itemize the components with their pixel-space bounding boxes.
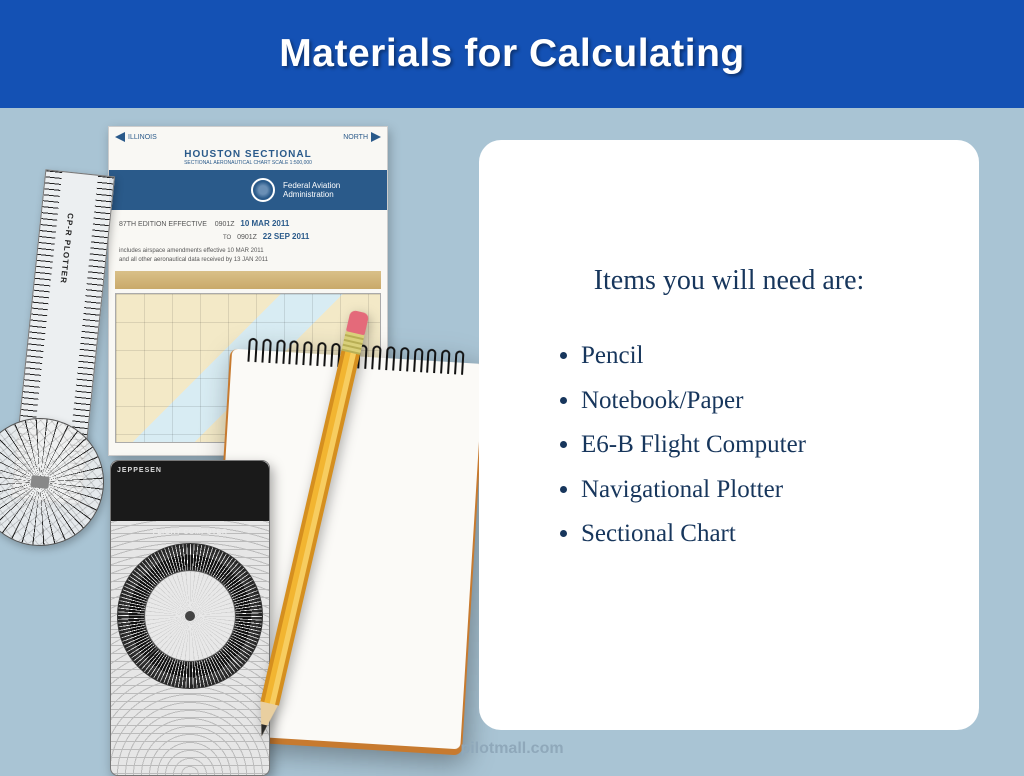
faa-seal-icon	[251, 178, 275, 202]
sectional-title: HOUSTON SECTIONAL	[109, 149, 387, 160]
sectional-note1: includes airspace amendments effective 1…	[119, 248, 264, 254]
plotter-protractor-icon	[0, 412, 110, 553]
sectional-edition-label: 87TH EDITION EFFECTIVE	[119, 221, 207, 228]
sectional-topbar: ILLINOIS NORTH	[109, 127, 387, 147]
list-item: Notebook/Paper	[581, 380, 929, 423]
watermark: pilotmall.com	[460, 740, 563, 758]
e6b-top-panel: JEPPESEN	[111, 461, 269, 521]
list-item: Navigational Plotter	[581, 469, 929, 512]
arrow-right-icon	[371, 132, 381, 142]
sectional-subtitle: SECTIONAL AERONAUTICAL CHART SCALE 1:500…	[109, 160, 387, 166]
page-title: Materials for Calculating	[279, 32, 744, 76]
sectional-agency-band: Federal Aviation Administration	[109, 170, 387, 210]
sectional-from-code: 0901Z	[215, 221, 235, 228]
sectional-info-strip	[115, 271, 381, 289]
sectional-date-from: 10 MAR 2011	[240, 219, 289, 228]
sectional-to-code: 0901Z	[237, 234, 257, 241]
sectional-agency: Federal Aviation Administration	[283, 181, 373, 199]
e6b-dial-label: FLIGHT COMPUTER	[153, 529, 228, 536]
materials-illustration: ILLINOIS NORTH HOUSTON SECTIONAL SECTION…	[40, 126, 470, 766]
sectional-date-to: 22 SEP 2011	[263, 232, 310, 241]
header-bar: Materials for Calculating	[0, 0, 1024, 108]
e6b-computer-icon: JEPPESEN FLIGHT COMPUTER	[110, 460, 270, 776]
plotter-label: CP-R PLOTTER	[59, 213, 75, 285]
sectional-right-label: NORTH	[343, 134, 368, 141]
items-heading: Items you will need are:	[529, 265, 929, 297]
e6b-dial-icon	[117, 543, 263, 689]
list-item: E6-B Flight Computer	[581, 424, 929, 467]
list-item: Pencil	[581, 335, 929, 378]
sectional-note2: and all other aeronautical data received…	[119, 257, 268, 263]
sectional-dates: 87TH EDITION EFFECTIVE 0901Z 10 MAR 2011…	[109, 210, 387, 269]
items-card: Items you will need are: Pencil Notebook…	[479, 140, 979, 730]
items-list: Pencil Notebook/Paper E6-B Flight Comput…	[529, 335, 929, 556]
list-item: Sectional Chart	[581, 513, 929, 556]
content-area: ILLINOIS NORTH HOUSTON SECTIONAL SECTION…	[0, 108, 1024, 768]
sectional-left-label: ILLINOIS	[128, 134, 157, 141]
arrow-left-icon	[115, 132, 125, 142]
e6b-brand: JEPPESEN	[117, 467, 263, 474]
